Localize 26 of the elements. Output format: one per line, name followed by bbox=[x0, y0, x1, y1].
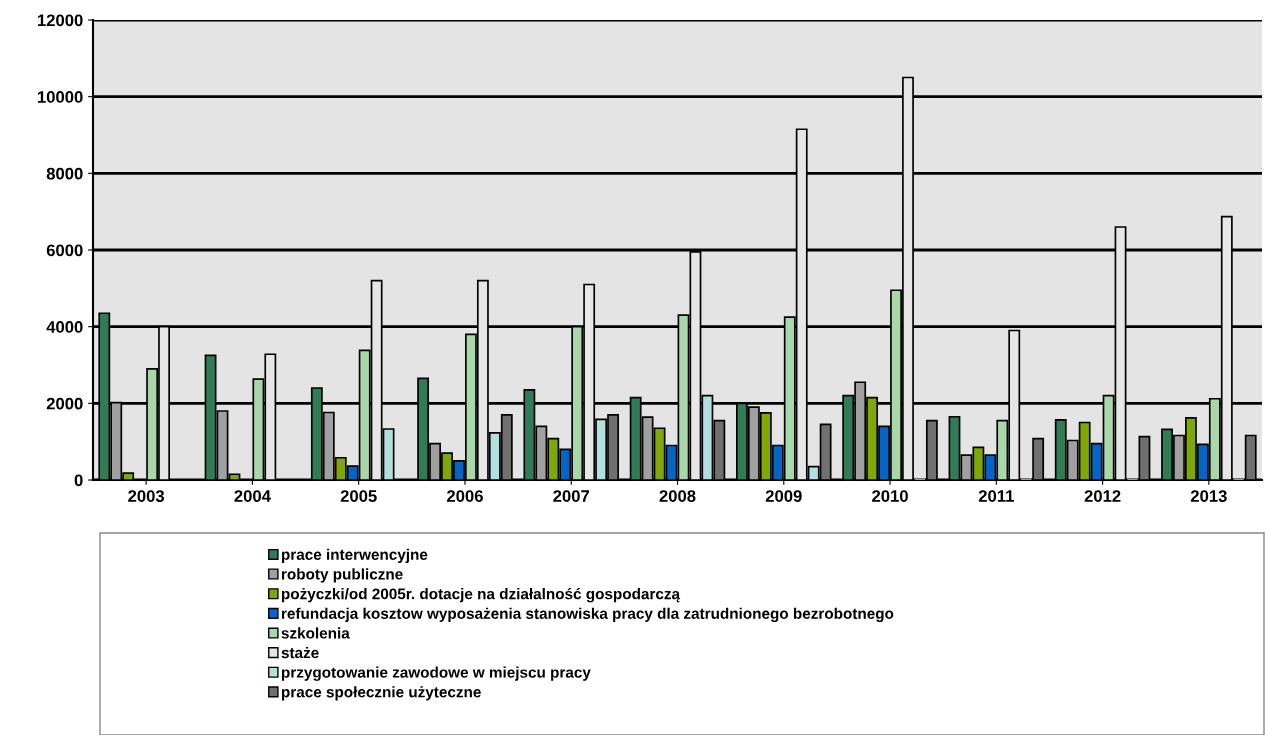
y-tick-label: 2000 bbox=[46, 397, 83, 410]
legend-label: przygotowanie zawodowe w miejscu pracy bbox=[281, 666, 591, 681]
y-tick-label: 12000 bbox=[37, 14, 83, 27]
y-tick-label: 6000 bbox=[46, 244, 83, 257]
y-tick-label: 4000 bbox=[46, 321, 83, 333]
x-tick-label: 2010 bbox=[872, 490, 908, 502]
x-tick-label: 2006 bbox=[447, 490, 483, 502]
legend-label: roboty publiczne bbox=[281, 568, 403, 583]
y-tick-label: 10000 bbox=[37, 91, 83, 103]
legend-label: refundacja kosztow wyposażenia stanowiska pracy dla zatrudnionego bezrobotnego bbox=[281, 607, 894, 623]
x-tick-label: 2012 bbox=[1084, 490, 1121, 502]
legend-label: prace społecznie użyteczne bbox=[281, 686, 481, 701]
x-tick-label: 2003 bbox=[128, 490, 165, 502]
x-tick-label: 2008 bbox=[659, 490, 696, 502]
x-tick-label: 2009 bbox=[765, 490, 802, 502]
x-tick-label: 2007 bbox=[553, 490, 590, 502]
y-tick-label: 0 bbox=[74, 474, 83, 487]
x-tick-label: 2013 bbox=[1190, 490, 1227, 502]
x-tick-label: 2004 bbox=[234, 490, 271, 502]
legend-label: staże bbox=[281, 646, 319, 659]
y-tick-label: 8000 bbox=[46, 167, 83, 180]
x-tick-label: 2005 bbox=[340, 490, 377, 502]
legend-label: prace interwencyjne bbox=[281, 548, 428, 563]
legend-label: pożyczki/od 2005r. dotacje na działalność gospodarczą bbox=[281, 587, 681, 603]
x-tick-label: 2011 bbox=[978, 490, 1014, 502]
legend-label: szkolenia bbox=[281, 627, 350, 639]
